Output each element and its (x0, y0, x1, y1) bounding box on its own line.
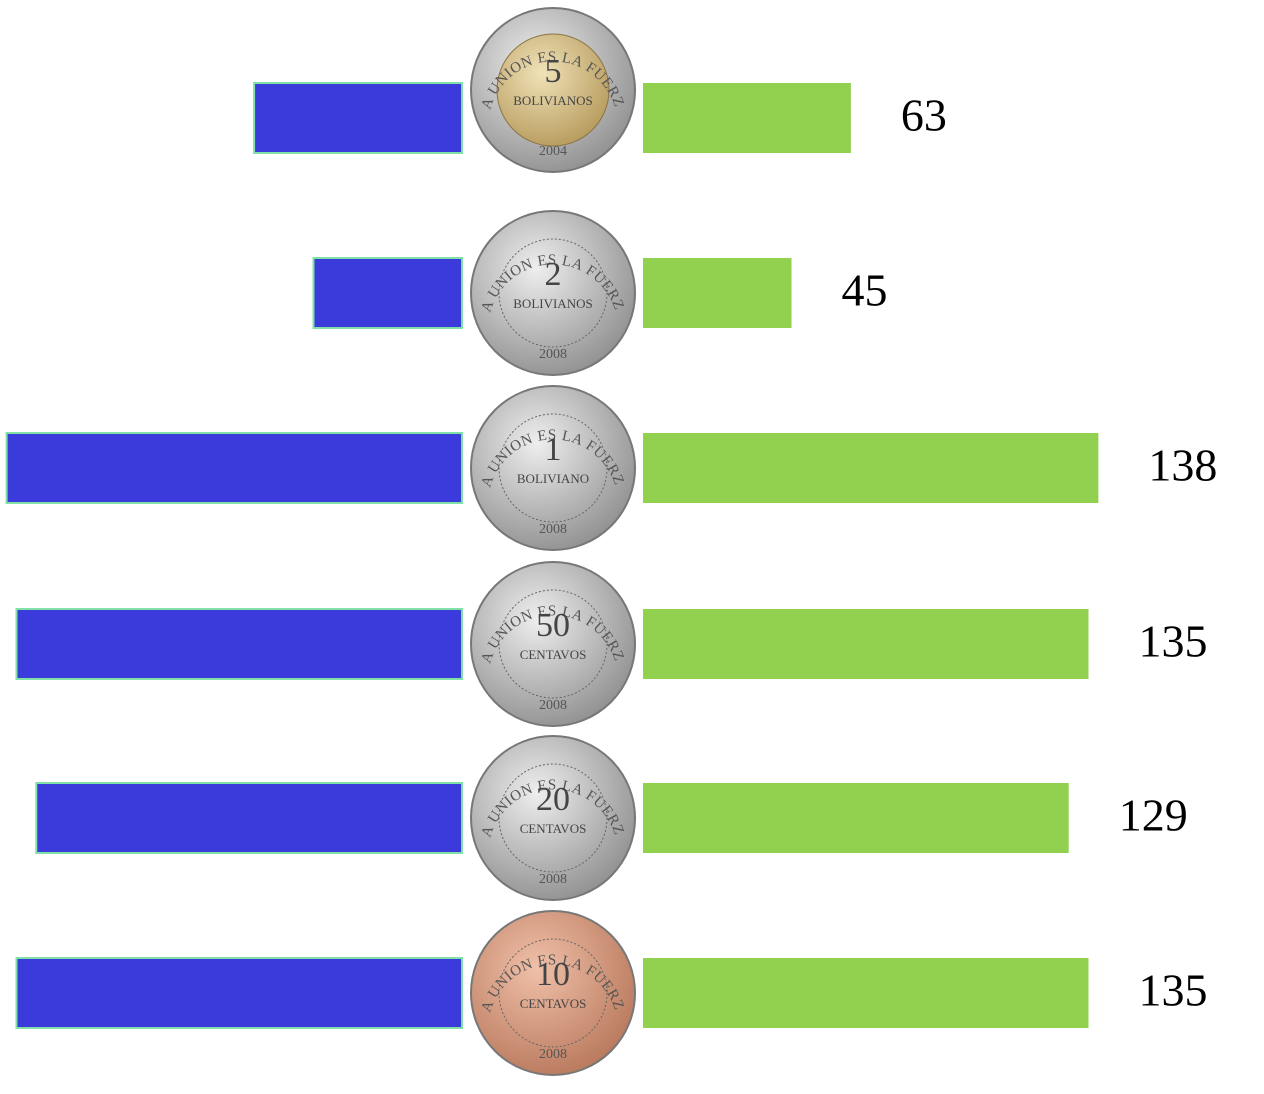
coin-year: 2008 (539, 347, 567, 362)
coin-ring (498, 238, 608, 348)
value-label: 135 (1139, 965, 1208, 1016)
coin-unit: BOLIVIANO (517, 471, 589, 486)
coin-year: 2008 (539, 872, 567, 887)
right-bar (643, 258, 792, 328)
left-bar (35, 782, 464, 854)
coin-denomination: 10 (536, 956, 570, 993)
right-bar (643, 433, 1099, 503)
coin-denomination: 1 (545, 431, 562, 468)
left-bar (5, 432, 463, 504)
coin-center (496, 33, 610, 147)
coin-ring (498, 938, 608, 1048)
coin-denomination: 20 (536, 781, 570, 818)
coin-body (470, 385, 636, 551)
left-bar (15, 957, 463, 1029)
left-bar (312, 257, 463, 329)
coin-year: 2008 (539, 698, 567, 713)
left-bar (253, 82, 463, 154)
coin-unit: BOLIVIANOS (513, 93, 592, 108)
coin-body (470, 910, 636, 1076)
coin-year: 2004 (539, 144, 567, 159)
coin-ring (498, 589, 608, 699)
value-label: 138 (1148, 440, 1217, 491)
right-bar (643, 83, 851, 153)
coin-unit: BOLIVIANOS (513, 296, 592, 311)
coin-denomination: 5 (545, 53, 562, 90)
coin-unit: CENTAVOS (520, 821, 587, 836)
right-bar (643, 783, 1069, 853)
left-bar (15, 608, 463, 680)
value-label: 129 (1119, 790, 1188, 841)
value-label: 135 (1139, 616, 1208, 667)
coin-ring (498, 763, 608, 873)
coin-ring (498, 413, 608, 523)
value-label: 63 (901, 90, 947, 141)
right-bar (643, 958, 1089, 1028)
coin-body (470, 561, 636, 727)
coin-unit: CENTAVOS (520, 647, 587, 662)
coin-body (470, 735, 636, 901)
coin-unit: CENTAVOS (520, 996, 587, 1011)
coin-year: 2008 (539, 1047, 567, 1062)
coin-denomination: 2 (545, 256, 562, 293)
value-label: 45 (842, 265, 888, 316)
coin-denomination: 50 (536, 607, 570, 644)
right-bar (643, 609, 1089, 679)
coin-body (470, 210, 636, 376)
coin-year: 2008 (539, 522, 567, 537)
